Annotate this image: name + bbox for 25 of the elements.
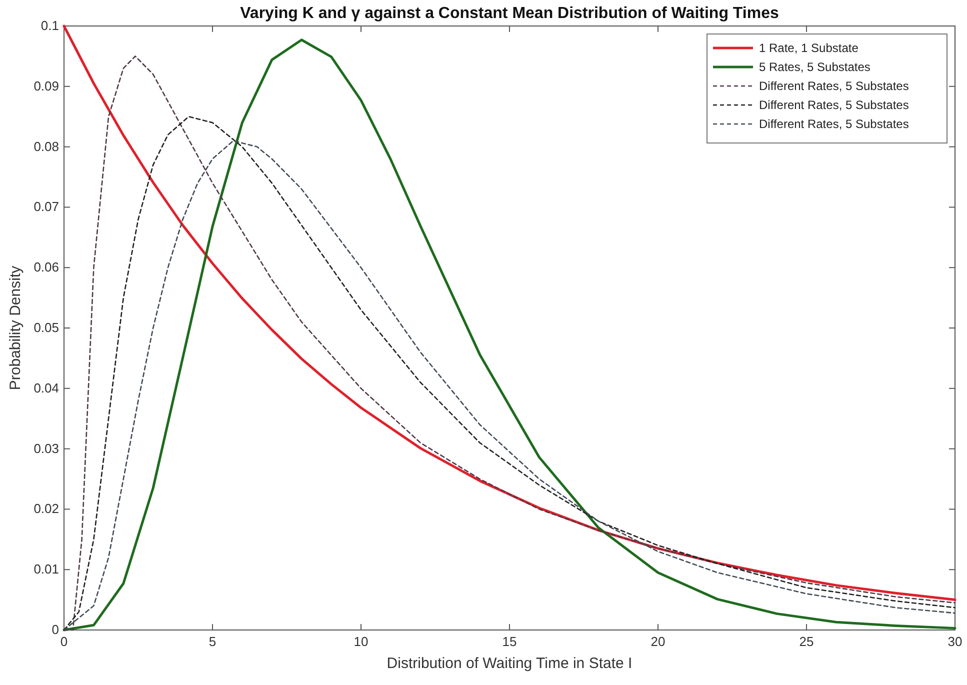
y-tick-label: 0.05 — [34, 320, 59, 335]
y-tick-label: 0.07 — [34, 199, 59, 214]
legend-label: 5 Rates, 5 Substates — [759, 60, 870, 74]
x-tick-label: 15 — [502, 634, 517, 649]
x-tick-label: 20 — [650, 634, 666, 649]
chart-title: Varying K and γ against a Constant Mean Distribution of Waiting Times — [240, 5, 779, 22]
x-tick-label: 30 — [948, 634, 962, 649]
y-tick-label: 0.1 — [40, 18, 59, 33]
legend-label: Different Rates, 5 Substates — [759, 117, 909, 131]
y-tick-label: 0.03 — [34, 440, 59, 456]
y-tick-label: 0.01 — [34, 562, 59, 577]
y-tick-label: 0 — [52, 622, 59, 637]
legend-label: Different Rates, 5 Substates — [759, 98, 909, 112]
legend-label: Different Rates, 5 Substates — [759, 79, 909, 93]
y-tick-label: 0.02 — [34, 501, 59, 516]
x-tick-label: 25 — [799, 634, 814, 649]
y-axis-title: Probability Density — [7, 265, 24, 390]
y-tick-label: 0.08 — [34, 138, 59, 154]
y-tick-label: 0.04 — [34, 380, 59, 396]
x-tick-label: 5 — [208, 634, 216, 649]
y-tick-label: 0.09 — [34, 78, 59, 94]
x-axis-title: Distribution of Waiting Time in State I — [386, 655, 632, 672]
x-tick-label: 10 — [354, 634, 368, 649]
y-tick-label: 0.06 — [34, 260, 59, 275]
legend-label: 1 Rate, 1 Substate — [759, 41, 859, 55]
